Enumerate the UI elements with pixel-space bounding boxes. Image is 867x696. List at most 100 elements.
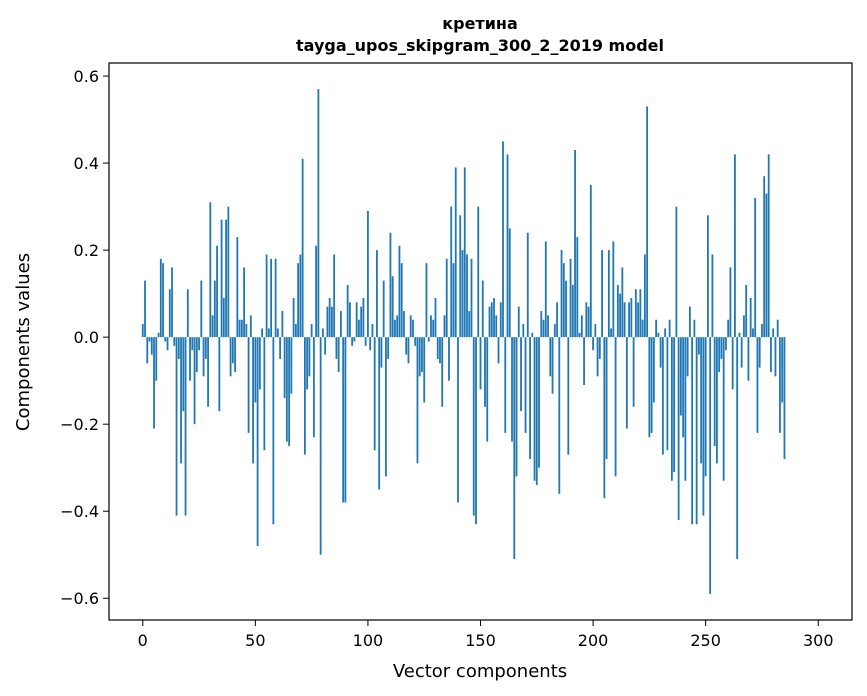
bar-184	[556, 302, 558, 338]
bar-258	[722, 337, 725, 481]
bar-253	[711, 254, 714, 338]
bar-11	[166, 337, 169, 351]
bar-164	[511, 337, 513, 442]
bar-136	[448, 337, 450, 381]
bar-26	[200, 280, 203, 338]
bar-47	[247, 337, 250, 433]
bar-9	[162, 263, 164, 338]
bar-60	[276, 328, 279, 338]
y-axis-ticks: −0.6 −0.4 −0.2 0.0 0.2 0.4 0.6	[60, 67, 109, 608]
bar-269	[747, 337, 750, 381]
x-tick-label: 0	[138, 631, 148, 650]
bar-206	[605, 337, 608, 459]
bar-251	[707, 215, 709, 338]
bar-248	[700, 337, 703, 464]
bar-28	[204, 337, 207, 359]
bar-218	[632, 337, 635, 407]
x-tick-label: 50	[245, 631, 265, 650]
bar-6	[155, 337, 158, 381]
bar-81	[324, 337, 327, 355]
bar-229	[657, 332, 660, 338]
bar-171	[526, 232, 529, 338]
bar-138	[452, 263, 455, 338]
x-tick-label: 100	[353, 631, 384, 650]
bar-180	[547, 315, 549, 338]
bar-90	[344, 337, 347, 503]
bar-224	[646, 106, 649, 338]
bar-186	[560, 250, 563, 338]
bar-2	[146, 337, 149, 364]
bar-59	[274, 258, 277, 338]
bar-113	[396, 315, 399, 338]
bar-112	[394, 319, 396, 338]
bar-226	[650, 337, 653, 433]
bar-92	[349, 302, 351, 338]
bar-123	[418, 337, 421, 377]
bar-52	[258, 337, 261, 390]
x-tick-label: 250	[690, 631, 721, 650]
bar-101	[369, 337, 372, 351]
bar-267	[743, 315, 745, 338]
bar-276	[763, 176, 766, 338]
bar-161	[504, 337, 507, 433]
bar-214	[623, 302, 626, 338]
bar-215	[625, 337, 628, 429]
x-tick-label: 150	[465, 631, 496, 650]
x-tick-label: 200	[578, 631, 609, 650]
bar-104	[376, 250, 378, 338]
bar-193	[576, 237, 579, 338]
bar-50	[254, 337, 257, 403]
bar-182	[551, 337, 554, 394]
bar-190	[569, 258, 572, 338]
bar-85	[333, 254, 336, 338]
bar-185	[558, 337, 561, 494]
bar-216	[628, 302, 630, 338]
bar-211	[616, 284, 619, 338]
bar-172	[529, 337, 531, 459]
bar-151	[481, 280, 484, 338]
bar-174	[533, 337, 536, 481]
bar-261	[729, 267, 732, 338]
bar-143	[463, 167, 466, 338]
bar-228	[655, 319, 658, 338]
bar-189	[567, 337, 570, 455]
bar-240	[682, 337, 685, 438]
bar-114	[398, 245, 401, 338]
bar-197	[585, 302, 588, 338]
bar-70	[299, 254, 302, 338]
bar-149	[477, 206, 480, 338]
bar-86	[335, 337, 338, 359]
bar-18	[182, 337, 185, 412]
bar-176	[538, 337, 540, 468]
x-tick-label: 300	[803, 631, 834, 650]
bar-230	[659, 337, 662, 368]
bar-120	[412, 319, 414, 338]
bar-66	[290, 337, 293, 394]
bar-162	[506, 154, 509, 338]
bar-39	[229, 337, 232, 377]
bar-231	[661, 337, 664, 455]
bar-249	[702, 337, 705, 516]
x-axis-ticks: 0 50 100 150 200 250 300	[138, 620, 834, 650]
chart-subtitle: tayga_upos_skipgram_300_2_2019 model	[296, 36, 664, 55]
bar-209	[612, 241, 615, 338]
bar-126	[425, 263, 428, 338]
bar-110	[389, 232, 392, 338]
bar-285	[783, 337, 786, 459]
bar-45	[243, 267, 245, 338]
bar-107	[382, 280, 385, 338]
bar-46	[245, 324, 248, 338]
bar-252	[709, 337, 712, 594]
bar-75	[310, 324, 313, 338]
bar-100	[367, 210, 369, 338]
bar-137	[450, 206, 453, 338]
bar-34	[218, 337, 221, 412]
bar-235	[670, 337, 673, 481]
bar-128	[430, 315, 432, 338]
x-axis-label: Vector components	[393, 661, 567, 682]
bar-169	[522, 324, 525, 338]
bar-55	[265, 254, 268, 338]
bar-166	[515, 337, 518, 477]
bar-97	[360, 306, 363, 338]
